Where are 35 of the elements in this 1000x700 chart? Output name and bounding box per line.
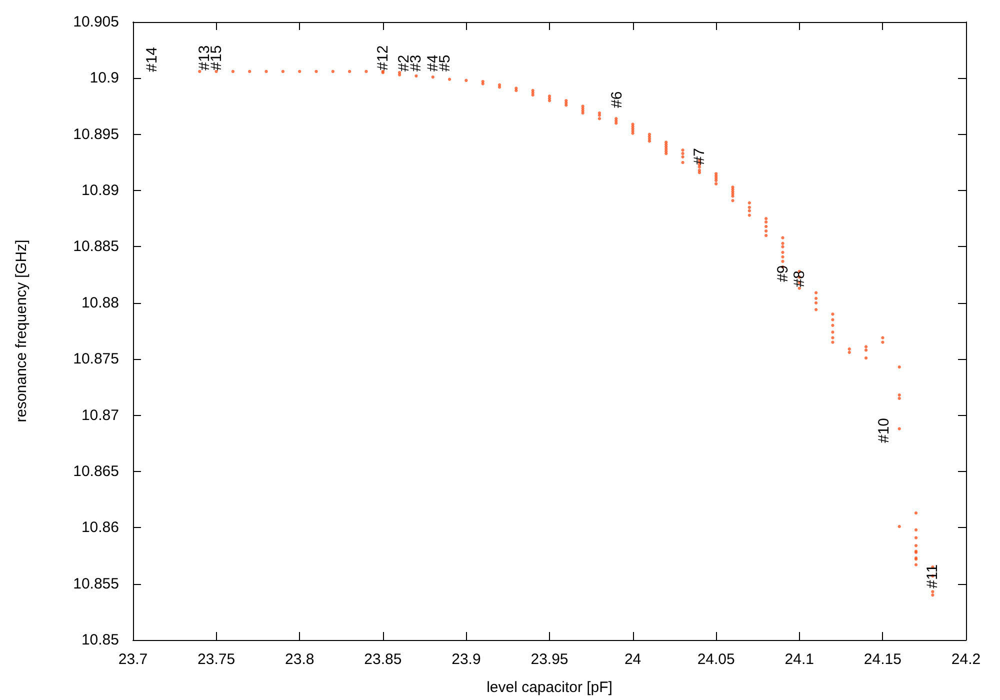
annotation: #5 bbox=[436, 54, 454, 72]
annotation: #9 bbox=[774, 265, 792, 282]
y-axis-title: resonance frequency [GHz] bbox=[13, 240, 30, 422]
y-tick-label: 10.85 bbox=[81, 632, 119, 648]
x-tick-label: 24.15 bbox=[864, 651, 902, 668]
y-tick-label: 10.89 bbox=[81, 182, 119, 200]
x-tick-label: 24.05 bbox=[697, 651, 735, 668]
annotation: #11 bbox=[924, 564, 942, 588]
y-tick-label: 10.895 bbox=[73, 126, 119, 143]
x-tick-label: 23.75 bbox=[198, 651, 236, 668]
y-tick-label: 10.88 bbox=[81, 294, 119, 312]
x-tick-label: 24 bbox=[624, 651, 642, 668]
x-tick-label: 24.2 bbox=[951, 651, 981, 668]
x-axis-title: level capacitor [pF] bbox=[486, 679, 612, 696]
x-tick-label: 23.9 bbox=[452, 651, 481, 668]
x-tick-label: 23.95 bbox=[530, 651, 568, 668]
y-tick-label: 10.885 bbox=[73, 238, 119, 256]
x-tick-label: 24.1 bbox=[784, 651, 814, 668]
y-tick-label: 10.865 bbox=[73, 462, 119, 480]
annotation: #7 bbox=[690, 148, 708, 165]
annotation: #14 bbox=[144, 46, 160, 72]
y-tick-label: 10.905 bbox=[73, 14, 119, 30]
x-tick-label: 23.7 bbox=[118, 651, 148, 668]
y-tick-label: 10.86 bbox=[81, 519, 119, 536]
x-tick-label: 23.8 bbox=[285, 651, 314, 668]
y-tick-label: 10.875 bbox=[73, 350, 119, 368]
annotation: #6 bbox=[608, 91, 626, 108]
y-tick-label: 10.87 bbox=[81, 406, 119, 424]
x-tick-label: 23.85 bbox=[364, 651, 402, 668]
annotation: #10 bbox=[876, 418, 892, 443]
y-tick-label: 10.9 bbox=[90, 70, 119, 87]
annotation: #15 bbox=[208, 45, 225, 70]
annotation: #12 bbox=[374, 45, 392, 70]
y-tick-label: 10.855 bbox=[73, 575, 119, 592]
annotation: #8 bbox=[790, 270, 808, 288]
